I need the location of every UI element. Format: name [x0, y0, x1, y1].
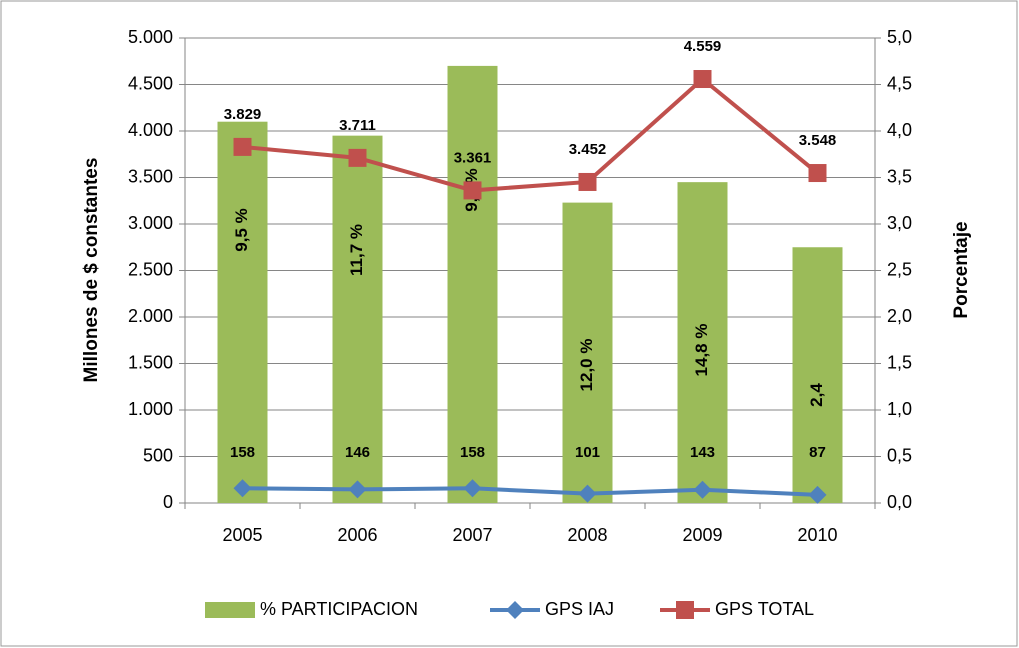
y2-tick-label: 1,5: [887, 352, 912, 372]
data-label: 101: [575, 444, 600, 461]
bar-annotation: 14,8 %: [692, 324, 711, 377]
y-tick-label: 2.000: [128, 306, 173, 326]
bar: [332, 135, 383, 503]
legend-marker: [676, 601, 694, 619]
y2-tick-label: 3,0: [887, 213, 912, 233]
line: [242, 76, 819, 193]
y-tick-label: 3.000: [128, 213, 173, 233]
legend-label: % PARTICIPACION: [260, 599, 418, 619]
marker: [578, 484, 597, 503]
y-tick-label: 0: [163, 492, 173, 512]
y2-tick-label: 0,5: [887, 445, 912, 465]
data-label: 158: [230, 444, 255, 461]
line: [242, 486, 818, 497]
y2-tick-label: 0,0: [887, 492, 912, 512]
y-tick-label: 500: [143, 445, 173, 465]
bar: [792, 247, 843, 503]
marker: [463, 181, 482, 200]
y-tick-label: 3.500: [128, 166, 173, 186]
x-tick-label: 2009: [682, 525, 722, 545]
x-tick-label: 2008: [567, 525, 607, 545]
marker: [233, 479, 252, 498]
y-tick-label: 4.500: [128, 73, 173, 93]
y-tick-label: 1.500: [128, 352, 173, 372]
x-tick-label: 2007: [452, 525, 492, 545]
data-label: 146: [345, 444, 370, 461]
marker: [578, 172, 597, 191]
bar-annotation: 9,5 %: [232, 208, 251, 251]
data-label: 3.711: [339, 117, 376, 134]
bar-annotation: 11,7 %: [347, 224, 366, 276]
y2-tick-label: 2,0: [887, 306, 912, 326]
data-label: 87: [809, 444, 826, 461]
data-label: 3.452: [569, 141, 607, 158]
y-tick-label: 5.000: [128, 27, 173, 47]
bar: [447, 65, 498, 504]
bar: [677, 182, 728, 503]
y-tick-label: 2.500: [128, 259, 173, 279]
y2-tick-label: 2,5: [887, 259, 912, 279]
data-label: 3.829: [224, 106, 262, 123]
marker: [233, 137, 252, 156]
y2-tick-label: 5,0: [887, 27, 912, 47]
x-tick-label: 2005: [222, 525, 262, 545]
bar: [562, 202, 613, 504]
y2-tick-label: 1,0: [887, 399, 912, 419]
marker: [808, 164, 827, 183]
legend-label: GPS IAJ: [545, 599, 614, 619]
marker: [693, 480, 712, 499]
bar-annotation: 2,4: [807, 383, 826, 407]
y-axis-label: Millones de $ constantes: [81, 158, 102, 383]
bar-annotation: 12,0 %: [577, 339, 596, 392]
legend-marker: [506, 601, 524, 619]
data-label: 4.559: [684, 38, 722, 55]
y2-tick-label: 4,5: [887, 73, 912, 93]
y2-axis-label: Porcentaje: [951, 221, 972, 318]
legend-label: GPS TOTAL: [715, 599, 814, 619]
bar: [217, 121, 268, 503]
y-tick-label: 4.000: [128, 120, 173, 140]
marker: [348, 480, 367, 499]
legend-swatch: [205, 602, 255, 618]
marker: [808, 485, 827, 504]
y-tick-label: 1.000: [128, 399, 173, 419]
data-label: 143: [690, 444, 715, 461]
data-label: 3.361: [454, 149, 492, 166]
x-tick-label: 2006: [337, 525, 377, 545]
y2-tick-label: 3,5: [887, 166, 912, 186]
x-tick-label: 2010: [797, 525, 837, 545]
data-label: 158: [460, 444, 485, 461]
marker: [348, 148, 367, 167]
marker: [463, 479, 482, 498]
data-label: 3.548: [799, 132, 837, 149]
y2-tick-label: 4,0: [887, 120, 912, 140]
marker: [693, 70, 712, 89]
